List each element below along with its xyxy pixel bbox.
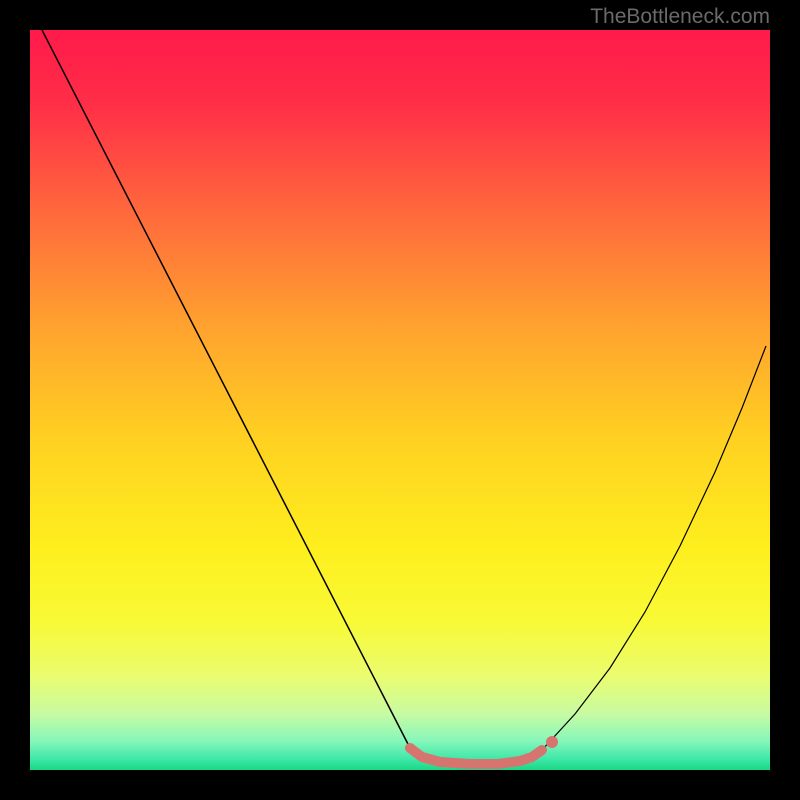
chart-stage: TheBottleneck.com — [0, 0, 800, 800]
gradient-background — [30, 30, 770, 770]
plot-area — [30, 30, 770, 770]
watermark-text: TheBottleneck.com — [590, 5, 770, 29]
